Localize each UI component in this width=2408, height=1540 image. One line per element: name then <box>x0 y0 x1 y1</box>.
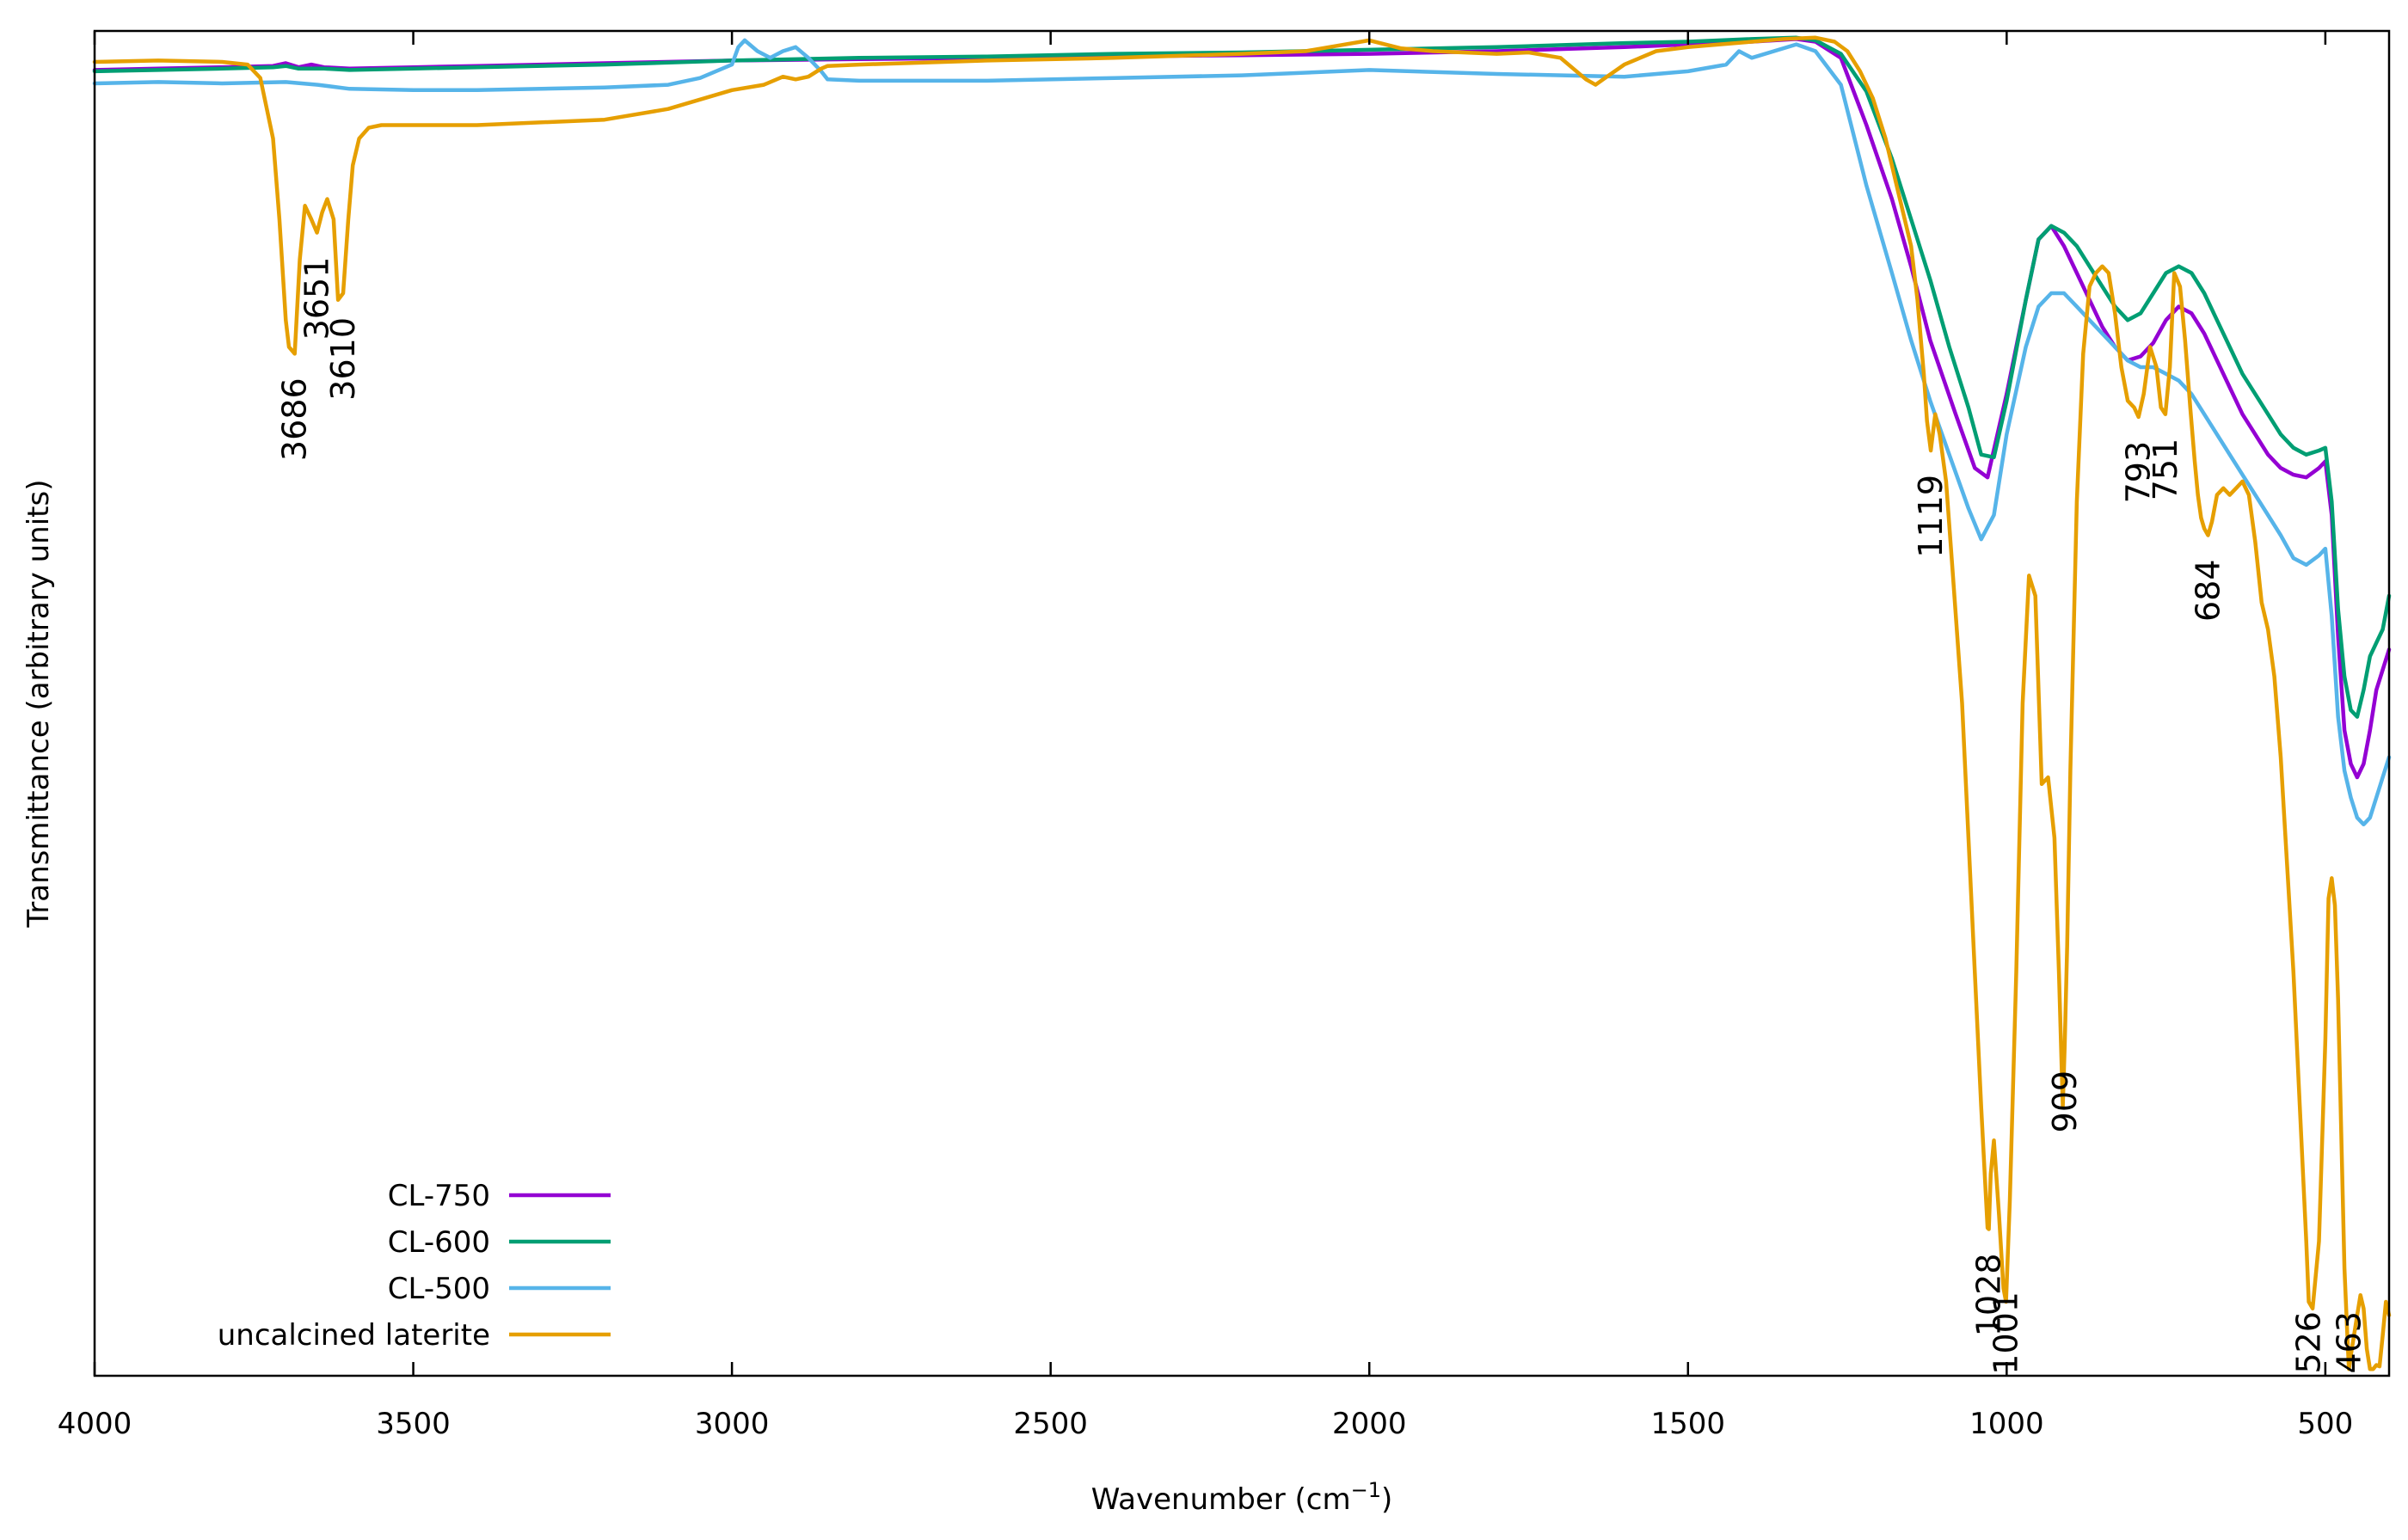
peak-label-4: 793 <box>2120 441 2158 504</box>
x-tick-label-7: 500 <box>2297 1407 2353 1441</box>
legend-label-1: CL-600 <box>388 1225 490 1260</box>
peak-label-6: 684 <box>2190 560 2227 623</box>
x-tick-label-1: 3500 <box>376 1407 451 1441</box>
x-axis-title: Wavenumber (cm−1) <box>1091 1478 1393 1517</box>
peak-label-3: 1119 <box>1912 475 1950 558</box>
peak-label-10: 526 <box>2290 1311 2328 1374</box>
series-line-2 <box>92 38 2392 827</box>
peak-label-0: 3686 <box>276 377 314 461</box>
x-tick-label-5: 1500 <box>1651 1407 1726 1441</box>
peak-label-9: 1001 <box>1987 1292 2025 1375</box>
peak-label-2: 3610 <box>324 317 362 401</box>
peak-label-8: 1028 <box>1970 1254 2008 1337</box>
plot-frame <box>93 29 2391 1377</box>
x-axis: 4000 3500 3000 2500 2000 1500 1000 500 <box>58 31 2353 1441</box>
peak-label-7: 909 <box>2046 1071 2084 1133</box>
series-line-3 <box>92 35 2392 1371</box>
legend-label-2: CL-500 <box>388 1272 490 1306</box>
peak-label-11: 463 <box>2330 1311 2368 1374</box>
legend-label-3: uncalcined laterite <box>218 1318 490 1353</box>
y-axis-title: Transmittance (arbitrary units) <box>22 480 56 929</box>
peak-label-5: 751 <box>2147 439 2184 501</box>
series-line-1 <box>92 35 2392 719</box>
x-tick-label-2: 3000 <box>695 1407 770 1441</box>
legend-label-0: CL-750 <box>388 1179 490 1213</box>
series-layer <box>92 35 2392 1371</box>
peak-label-1: 3651 <box>298 257 336 341</box>
x-tick-label-6: 1000 <box>1969 1407 2044 1441</box>
x-tick-label-3: 2500 <box>1013 1407 1088 1441</box>
legend: CL-750 CL-600 CL-500 uncalcined laterite <box>218 1179 611 1353</box>
x-tick-label-0: 4000 <box>58 1407 132 1441</box>
x-tick-label-4: 2000 <box>1332 1407 1407 1441</box>
